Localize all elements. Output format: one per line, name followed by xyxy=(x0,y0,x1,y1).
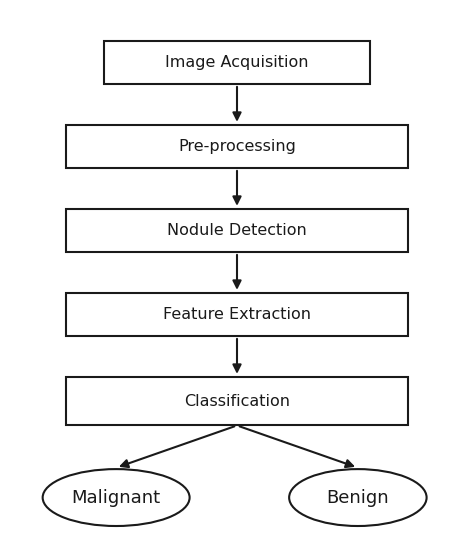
Bar xyxy=(104,41,370,84)
Text: Classification: Classification xyxy=(184,393,290,409)
Text: Nodule Detection: Nodule Detection xyxy=(167,223,307,238)
Bar xyxy=(66,293,408,336)
Ellipse shape xyxy=(43,469,190,526)
Ellipse shape xyxy=(289,469,427,526)
Text: Pre-processing: Pre-processing xyxy=(178,139,296,154)
Bar xyxy=(66,125,408,168)
Bar xyxy=(66,209,408,252)
Bar xyxy=(66,377,408,425)
Text: Malignant: Malignant xyxy=(72,488,161,507)
Text: Feature Extraction: Feature Extraction xyxy=(163,307,311,322)
Text: Image Acquisition: Image Acquisition xyxy=(165,55,309,70)
Text: Benign: Benign xyxy=(327,488,389,507)
